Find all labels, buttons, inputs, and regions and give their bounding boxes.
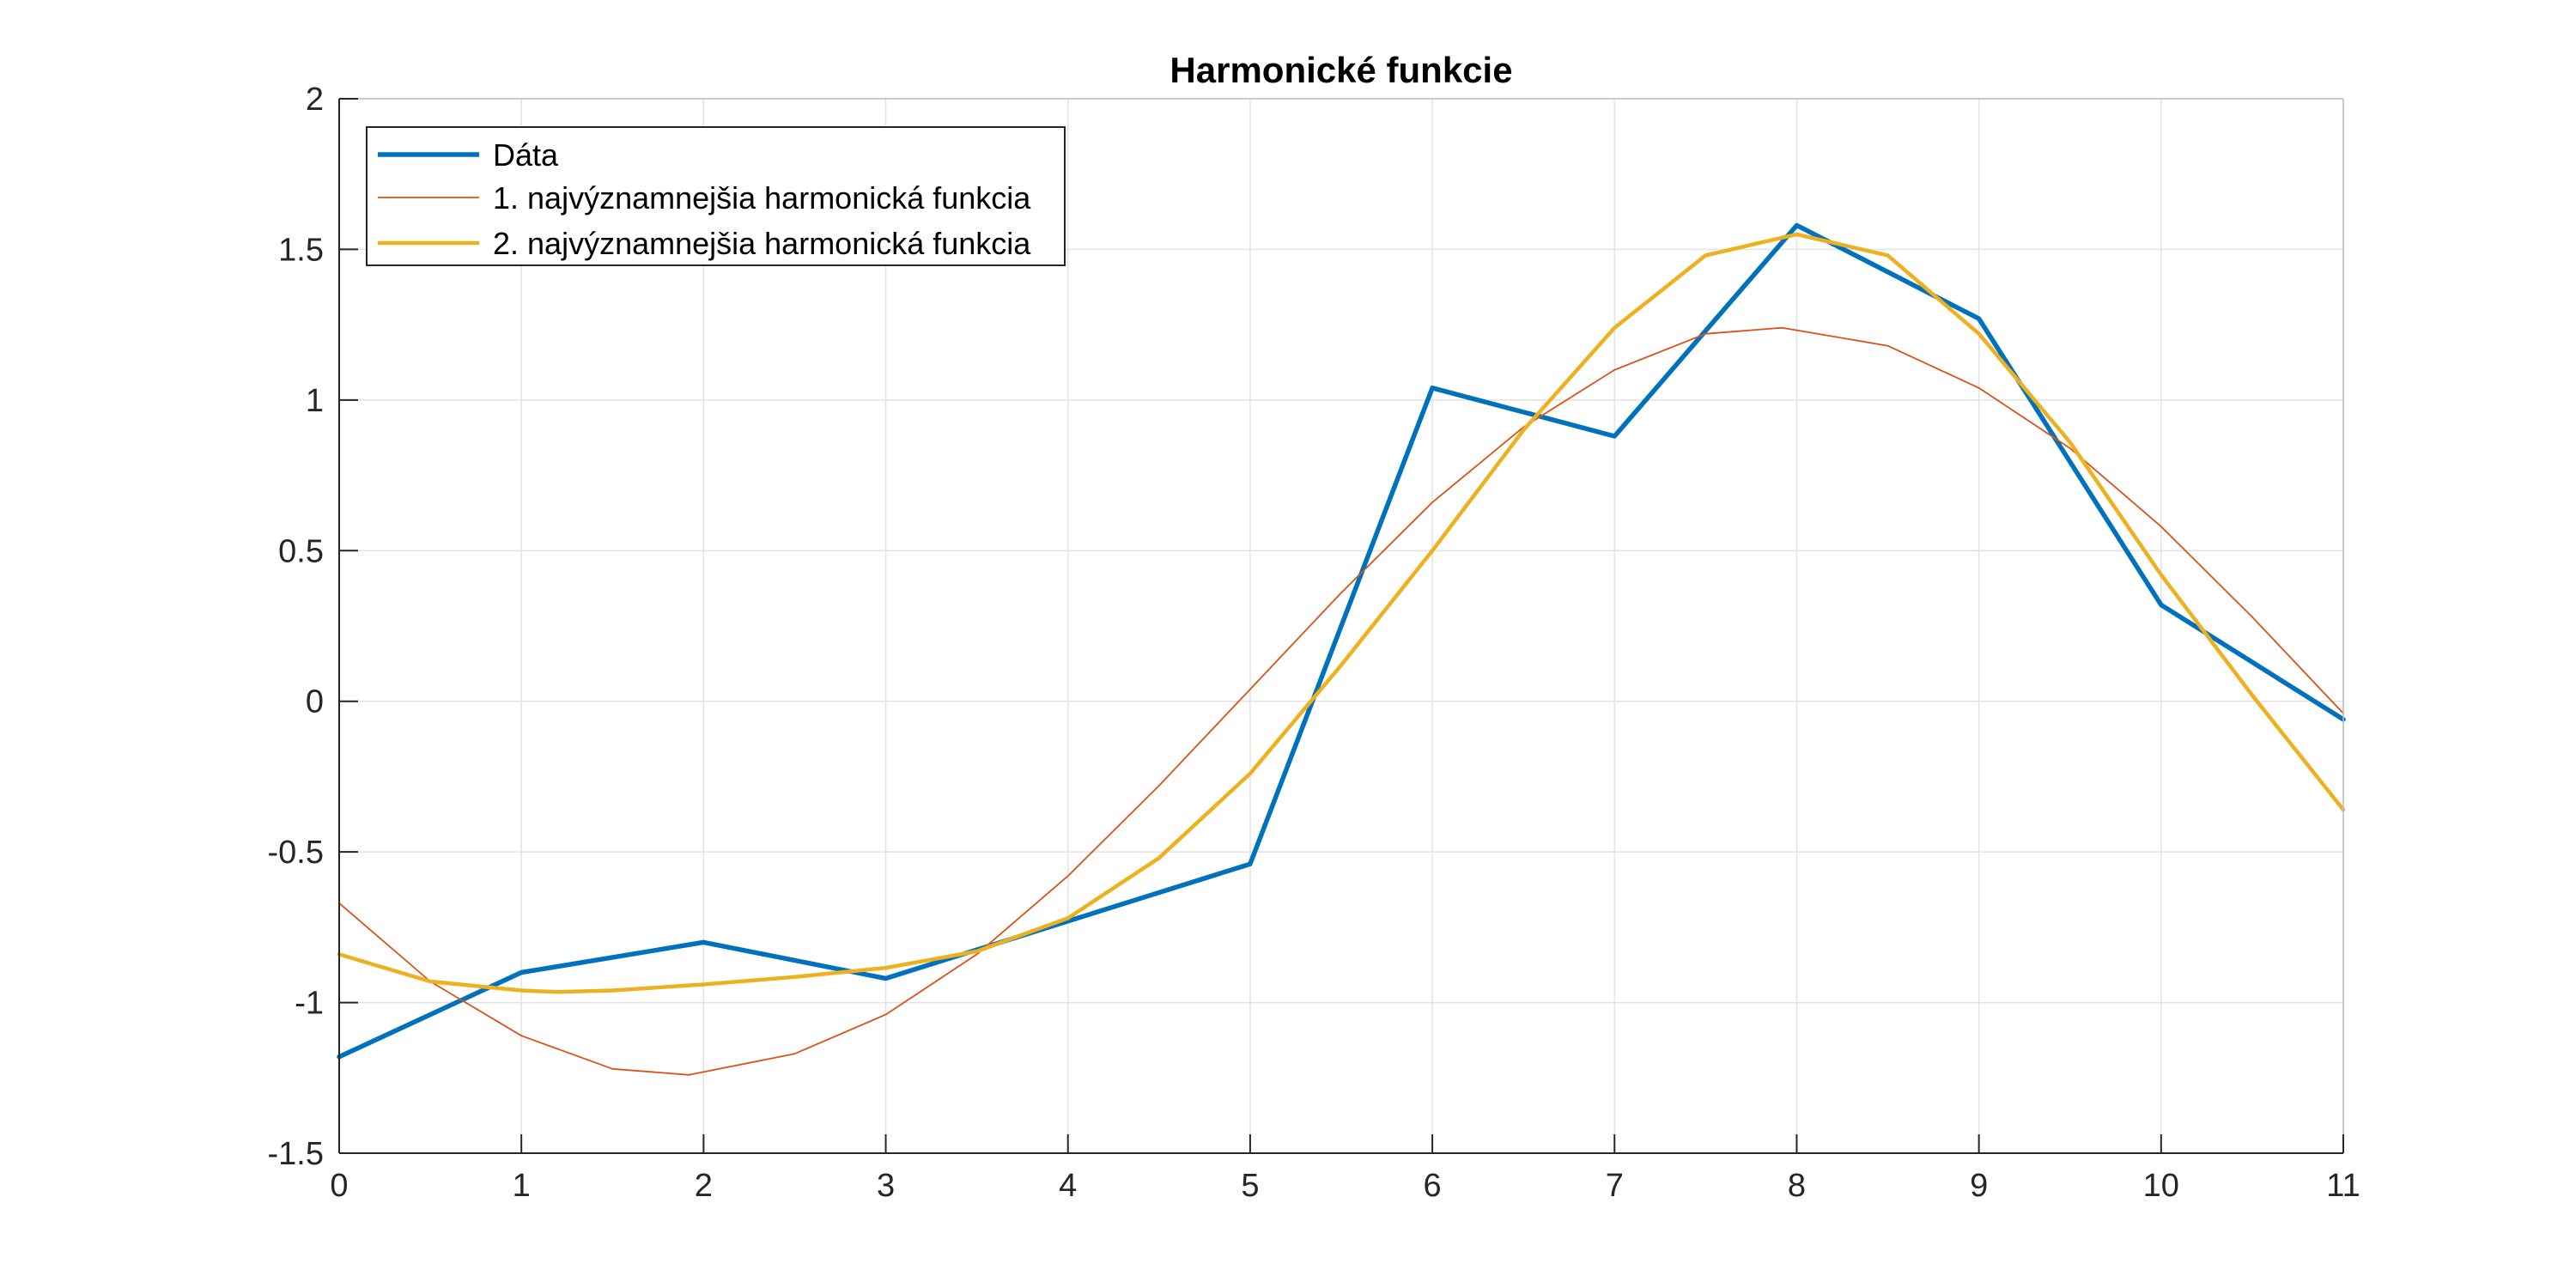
x-tick-label: 8: [1788, 1168, 1806, 1204]
y-tick-label: 1.5: [278, 232, 324, 268]
legend-label-harmonic-2: 2. najvýznamnejšia harmonická funkcia: [493, 226, 1031, 261]
legend-label-data: Dáta: [493, 137, 559, 173]
y-tick-label: -1: [295, 986, 324, 1022]
x-tick-label: 10: [2143, 1168, 2179, 1204]
x-tick-label: 5: [1241, 1168, 1259, 1204]
y-tick-label: 1: [306, 383, 324, 419]
x-tick-label: 11: [2326, 1168, 2360, 1204]
x-tick-label: 0: [330, 1168, 348, 1204]
series-line-0: [337, 222, 2346, 1060]
x-tick-label: 4: [1059, 1168, 1077, 1204]
chart-title: Harmonické funkcie: [1170, 50, 1512, 90]
legend-box: [366, 126, 1066, 266]
x-tick-label: 3: [877, 1168, 895, 1204]
x-tick-label: 7: [1606, 1168, 1624, 1204]
series-line-2: [337, 232, 2346, 994]
y-tick-label: 0.5: [278, 533, 324, 569]
series-layer: [337, 222, 2346, 1076]
y-tick-label: -1.5: [268, 1136, 324, 1172]
axes: [338, 98, 2344, 1154]
y-tick-label: 2: [306, 82, 324, 118]
tick-labels: 0 1 2 3 4 5 6 7 8 9 10 11 -1.5 -1 -0.5 0 0.5 1 1.5 2: [268, 82, 2360, 1204]
legend: Dáta 1. najvýznamnejšia harmonická funkc…: [366, 126, 1066, 266]
legend-label-harmonic-1: 1. najvýznamnejšia harmonická funkcia: [493, 180, 1031, 216]
x-tick-label: 9: [1970, 1168, 1988, 1204]
y-tick-label: -0.5: [268, 835, 324, 871]
x-tick-label: 2: [695, 1168, 713, 1204]
series-line-1: [338, 326, 2344, 1076]
x-tick-label: 1: [513, 1168, 531, 1204]
y-tick-label: 0: [306, 684, 324, 720]
x-tick-label: 6: [1424, 1168, 1442, 1204]
